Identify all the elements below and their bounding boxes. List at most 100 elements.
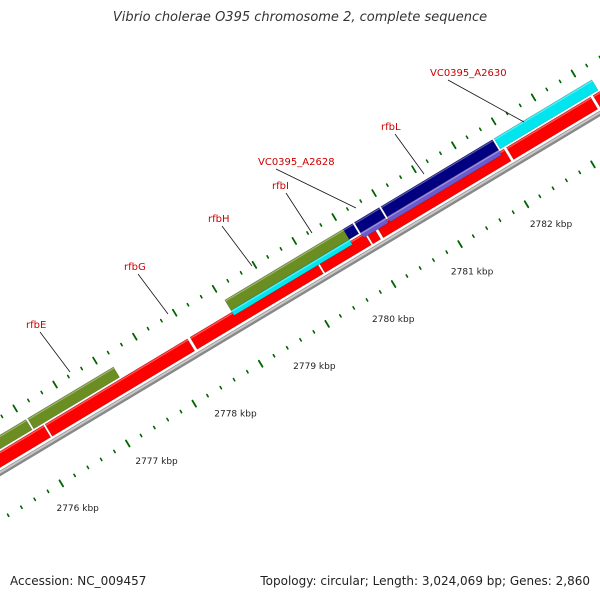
upper-tick: [425, 159, 429, 164]
lower-tick: [285, 345, 289, 350]
lower-tick: [432, 258, 435, 262]
gene-label: rfbH: [208, 214, 230, 225]
upper-tick: [146, 326, 150, 331]
upper-tick: [52, 380, 58, 389]
gene-leader-line: [39, 331, 71, 373]
lower-tick: [58, 479, 65, 488]
upper-tick: [585, 63, 589, 68]
slate-strip-rfbL: [386, 149, 503, 223]
map-title: Vibrio cholerae O395 chromosome 2, compl…: [112, 10, 488, 25]
lower-tick: [125, 439, 131, 448]
lower-tick: [352, 306, 356, 310]
olive-feature-rfbH: [224, 228, 350, 311]
lower-tick: [551, 186, 555, 191]
scale-label: 2776 kbp: [56, 504, 99, 514]
upper-tick: [159, 318, 163, 323]
gene-leader-line: [285, 192, 313, 234]
upper-tick: [279, 247, 283, 251]
navy-feature-rfbI: [342, 223, 360, 240]
cyan-feature-a2630-highlight: [494, 80, 593, 141]
lower-tick: [445, 250, 449, 254]
upper-tick: [0, 414, 4, 419]
lower-tick: [390, 280, 397, 288]
cyan-strip-rfbH-highlight: [231, 239, 351, 312]
upper-tick: [80, 366, 84, 371]
lower-tick: [46, 489, 50, 494]
lower-tick: [139, 433, 143, 438]
lower-tick: [471, 234, 475, 239]
cyan-strip-rfbH: [230, 238, 353, 316]
upper-tick: [399, 175, 403, 180]
upper-tick: [120, 342, 123, 347]
cds-8: [592, 90, 600, 108]
gene-leader-line: [394, 133, 425, 175]
upper-tick: [199, 294, 203, 299]
upper-tick: [40, 390, 44, 395]
gene-leader-line: [275, 168, 357, 209]
scale-label: 2780 kbp: [372, 315, 415, 325]
gene-label: VC0395_A2628: [258, 157, 335, 168]
gene-label: rfbG: [124, 262, 146, 273]
lower-tick: [538, 194, 542, 199]
upper-tick: [171, 308, 178, 317]
cds-1-highlight: [0, 425, 45, 454]
scale-label: 2779 kbp: [293, 362, 336, 372]
lower-tick: [166, 417, 170, 422]
olive-feature-2: [27, 366, 120, 430]
scale-label: 2778 kbp: [214, 409, 257, 419]
features: [0, 79, 600, 468]
upper-tick: [518, 103, 522, 108]
upper-tick: [558, 79, 562, 84]
upper-tick: [251, 260, 258, 269]
upper-tick: [291, 237, 297, 245]
lower-tick: [457, 240, 463, 249]
lower-tick: [485, 226, 489, 231]
upper-tick: [451, 141, 457, 150]
lower-tick: [206, 393, 209, 398]
tick-marks: [0, 55, 600, 518]
lower-tick: [73, 473, 77, 478]
backbone: [0, 110, 600, 477]
cds-7-highlight: [506, 97, 592, 150]
lower-tick: [257, 359, 264, 368]
upper-tick: [239, 270, 243, 275]
upper-tick: [411, 165, 417, 174]
cds-6: [375, 148, 512, 239]
upper-tick: [66, 374, 70, 379]
lower-tick: [578, 170, 582, 175]
upper-tick: [439, 151, 442, 156]
lower-tick: [191, 399, 197, 408]
gene-label: rfbI: [272, 181, 289, 192]
upper-tick: [465, 135, 469, 140]
olive-feature-rfbH-highlight: [225, 229, 345, 302]
lower-tick: [299, 337, 302, 342]
slate-strip-a2628: [360, 217, 389, 239]
lower-tick: [232, 377, 236, 382]
gene-label: rfbL: [381, 122, 401, 133]
slate-strip-a2628-highlight: [360, 218, 387, 235]
cds-2: [44, 338, 196, 437]
olive-feature-2-highlight: [27, 367, 115, 420]
lower-tick: [113, 449, 116, 454]
navy-feature-a2628-highlight: [354, 208, 381, 224]
lower-tick: [324, 319, 330, 328]
scale-label: 2777 kbp: [135, 457, 178, 467]
upper-tick: [226, 278, 230, 283]
upper-tick: [266, 255, 270, 259]
summary-label: Topology: circular; Length: 3,024,069 bp…: [260, 574, 590, 588]
lower-tick: [564, 178, 568, 183]
slate-strip-rfbL-highlight: [387, 150, 500, 219]
lower-tick: [378, 290, 382, 294]
lower-tick: [99, 457, 103, 462]
cds-1: [0, 424, 52, 468]
upper-tick: [27, 398, 30, 403]
cds-2-highlight: [45, 339, 189, 426]
navy-feature-rfbI-highlight: [343, 223, 354, 231]
lower-tick: [33, 497, 37, 502]
upper-tick: [331, 213, 337, 221]
lower-tick: [418, 266, 422, 270]
lower-tick: [179, 409, 183, 414]
navy-feature-rfbL-highlight: [381, 140, 494, 209]
lower-tick: [498, 218, 502, 223]
